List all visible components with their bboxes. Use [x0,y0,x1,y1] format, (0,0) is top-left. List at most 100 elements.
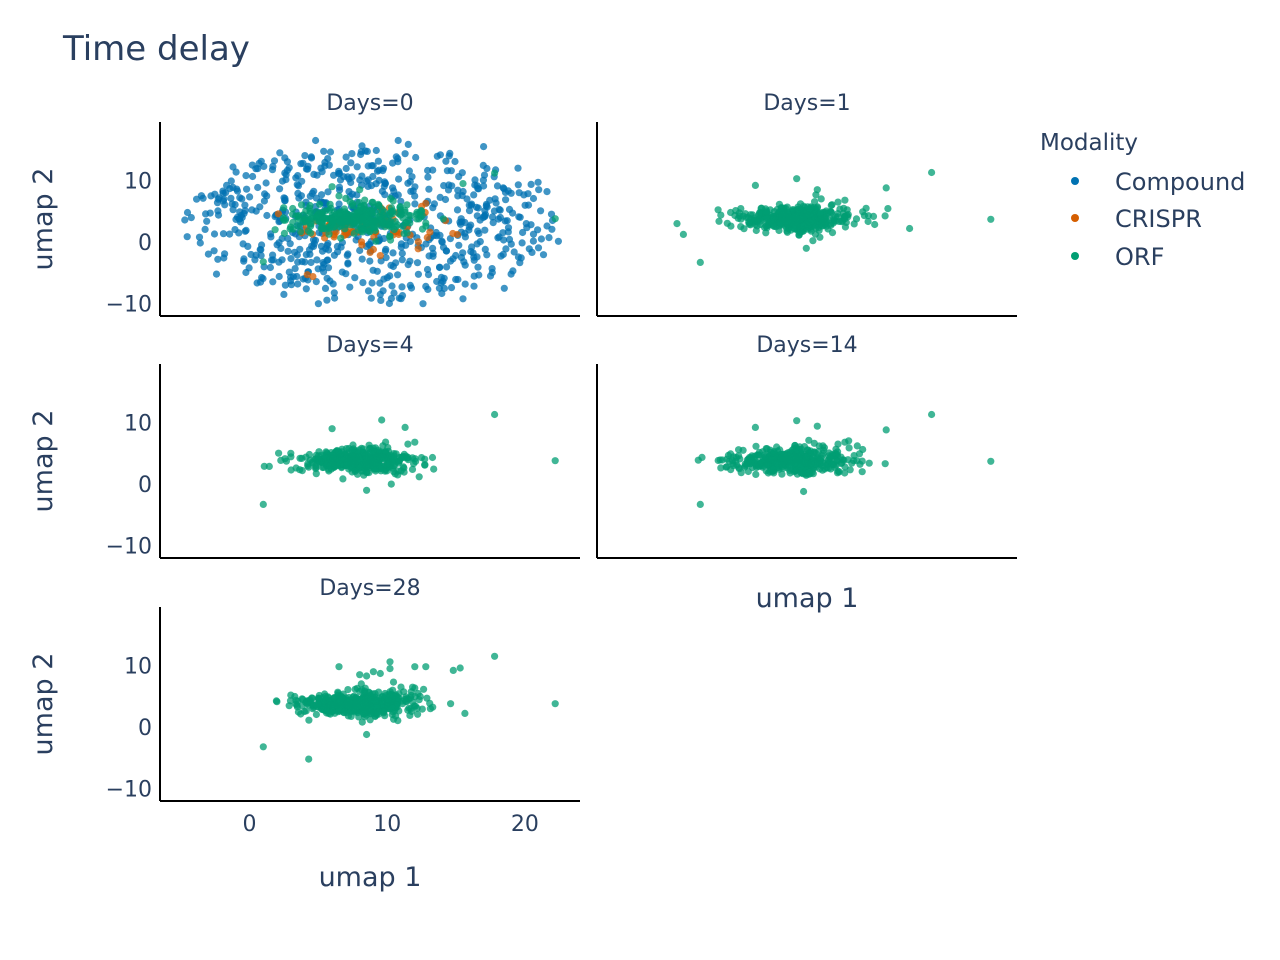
point-orf [356,671,364,679]
point-compound [342,270,350,278]
point-compound [308,242,316,250]
point-compound [436,231,444,239]
point-orf [328,183,336,191]
point-orf [331,449,339,457]
point-orf [673,220,681,228]
point-compound [269,251,277,259]
point-compound [474,227,482,235]
point-compound [407,284,416,292]
point-orf [806,470,814,478]
points-layer [259,410,559,508]
point-compound [429,204,437,212]
point-compound [471,176,479,184]
point-compound [499,229,507,237]
point-compound [356,246,364,255]
panel-4: Days=14 [596,333,1017,559]
point-orf [303,700,311,708]
point-compound [276,149,284,157]
point-compound [235,229,243,237]
point-orf [389,678,398,686]
point-orf [762,459,770,467]
point-compound [491,195,499,203]
point-orf [805,436,813,444]
point-compound [461,280,469,288]
point-compound [269,162,277,170]
point-compound [408,173,416,181]
point-compound [330,289,338,297]
point-compound [398,283,406,291]
point-orf [372,697,380,705]
point-compound [348,150,356,158]
point-orf [793,175,801,183]
point-orf [384,447,393,455]
point-compound [256,278,265,286]
point-compound [445,152,453,160]
point-orf [280,204,288,212]
point-orf [717,211,725,219]
point-compound [286,240,294,248]
point-compound [522,220,530,228]
point-compound [242,172,250,180]
legend-item-orf[interactable]: ORF [1071,243,1164,271]
point-orf [335,192,343,200]
point-compound [493,182,502,190]
point-compound [381,247,389,255]
point-compound [351,274,359,282]
point-orf [735,452,743,460]
point-compound [183,208,192,217]
point-compound [291,265,299,273]
point-compound [311,236,320,244]
point-orf [312,710,320,719]
point-orf [773,443,781,451]
point-compound [504,228,512,236]
legend-item-compound[interactable]: Compound [1071,168,1245,196]
point-compound [404,261,412,269]
point-orf [289,225,297,233]
point-compound [454,275,462,284]
point-orf [422,663,430,671]
point-orf [882,184,890,192]
point-compound [318,191,326,199]
point-orf [406,711,414,720]
point-compound [227,177,235,185]
point-orf [366,227,374,236]
point-orf [430,465,438,473]
point-compound [407,187,415,195]
point-orf [273,698,281,706]
point-orf [348,200,357,208]
point-orf [551,700,559,708]
point-compound [518,239,526,247]
point-compound [414,270,422,278]
point-compound [364,287,373,295]
point-compound [368,279,376,287]
point-orf [816,209,824,217]
point-orf [342,445,351,453]
point-orf [298,467,306,475]
point-compound [402,241,410,249]
point-compound [364,176,372,184]
point-orf [752,470,760,478]
points-layer [694,410,995,508]
point-orf [845,444,853,452]
point-orf [884,205,892,213]
point-compound [443,263,451,271]
point-orf [372,237,380,245]
point-compound [358,255,366,263]
legend-item-crispr[interactable]: CRISPR [1071,205,1202,233]
point-compound [273,241,281,249]
legend-marker-compound [1071,177,1079,185]
point-compound [454,186,462,194]
point-orf [331,461,339,470]
point-orf [714,206,722,214]
point-orf [281,216,289,224]
point-compound [228,200,236,208]
point-compound [398,256,406,264]
point-compound [207,192,215,200]
point-orf [329,217,337,225]
point-compound [452,251,460,260]
point-orf [286,697,295,705]
point-orf [815,442,823,450]
point-compound [510,248,518,256]
panel-title: Days=1 [763,91,850,116]
point-orf [773,459,781,467]
